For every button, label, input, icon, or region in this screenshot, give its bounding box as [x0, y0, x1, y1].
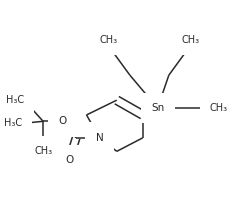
Text: N: N	[96, 133, 103, 143]
Text: CH₃: CH₃	[99, 35, 117, 45]
Text: CH₃: CH₃	[182, 35, 200, 45]
Text: O: O	[58, 116, 66, 126]
Text: H₃C: H₃C	[4, 118, 22, 128]
Text: H₃C: H₃C	[6, 95, 24, 105]
Text: Sn: Sn	[151, 103, 164, 113]
Text: O: O	[65, 155, 73, 165]
Text: CH₃: CH₃	[210, 103, 228, 113]
Text: CH₃: CH₃	[34, 146, 52, 156]
